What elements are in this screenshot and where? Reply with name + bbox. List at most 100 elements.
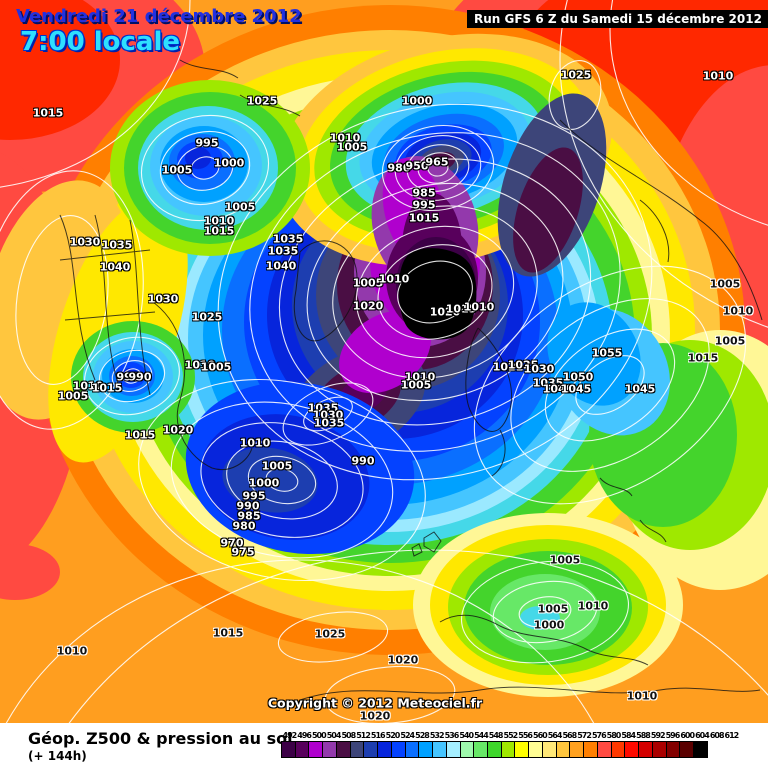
colorbar-value-labels: 492 496 500 504 508 512 516 520 524 528 532 536 540 5… [282,731,740,740]
colorbar-swatch [459,741,475,758]
pressure-label: 1010 [722,304,754,318]
pressure-label: 980 [232,519,256,533]
colorbar-swatch [610,741,626,758]
colorbar-value: 592 [650,731,666,740]
pressure-label: 1000 [213,156,245,170]
colorbar-value: 608 [709,731,725,740]
colorbar-value: 600 [680,731,695,740]
pressure-label: 1025 [507,358,539,372]
run-info-bar: Run GFS 6 Z du Samedi 15 décembre 2012 [467,10,768,28]
colorbar-swatch [335,741,351,758]
colorbar-value: 576 [591,731,607,740]
colorbar-swatch [514,741,530,758]
colorbar-value: 560 [533,731,548,740]
pressure-label: 995 [242,489,266,503]
pressure-label: 985 [237,509,261,523]
pressure-label: 1000 [401,94,433,108]
colorbar-value: 580 [606,731,622,740]
colorbar-value: 564 [547,731,563,740]
pressure-label: 1010 [72,379,104,393]
pressure-label: 1035 [267,244,299,258]
legend-title: Géop. Z500 & pression au sol [28,729,293,748]
pressure-label: 1010 [378,272,410,286]
pressure-label: 1015 [445,302,477,316]
pressure-label: 1005 [352,276,384,290]
colorbar-swatch [651,741,667,758]
map-svg [0,0,768,723]
colorbar-value: 596 [665,731,681,740]
pressure-label: 1005 [161,163,193,177]
colorbar-swatch [693,741,708,758]
fill-layers [0,0,768,723]
colorbar-swatch [569,741,585,758]
pressure-label: 1015 [687,351,719,365]
legend-strip: Géop. Z500 & pression au sol (+ 144h) 49… [0,723,768,768]
colorbar-swatch [679,741,695,758]
pressure-label: 1005 [200,360,232,374]
geopotential-colorbar: 492 496 500 504 508 512 516 520 524 528 532 536 540 5… [281,731,740,758]
copyright-text: Copyright © 2012 Meteociel.fr [267,695,483,711]
colorbar-swatch [308,741,324,758]
colorbar-value: 548 [488,731,504,740]
colorbar-swatch [555,741,571,758]
pressure-label: 1045 [560,382,592,396]
pressure-label: 1030 [312,408,344,422]
pressure-label: 990 [351,454,375,468]
colorbar-value: 516 [370,731,386,740]
colorbar-swatch [390,741,406,758]
pressure-label: 1005 [709,277,741,291]
pressure-label: 1005 [400,378,432,392]
pressure-label: 1020 [429,305,461,319]
pressure-label: 1020 [387,653,419,667]
colorbar-value: 584 [621,731,636,740]
pressure-label: 975 [231,545,255,559]
pressure-label: 1010 [184,358,216,372]
pressure-label: 1025 [246,94,278,108]
pressure-label: 970 [220,536,244,550]
pressure-label: 1055 [591,346,623,360]
colorbar-swatch [624,741,640,758]
pressure-label: 1035 [307,401,339,415]
pressure-label: 1045 [624,382,656,396]
pressure-label: 1015 [91,381,123,395]
pressure-label: 1015 [212,626,244,640]
pressure-label: 1010 [239,436,271,450]
colorbar-swatch [487,741,502,758]
colorbar-swatch [363,741,379,758]
pressure-label: 995 [195,136,219,150]
colorbar-value: 532 [429,731,445,740]
pressure-label: 1005 [714,334,746,348]
colorbar-swatch [322,741,337,758]
pressure-label: 1020 [352,299,384,313]
pressure-label: 1010 [626,689,658,703]
colorbar-value: 572 [577,731,592,740]
colorbar-value: 588 [636,731,651,740]
colorbar-value: 544 [474,731,489,740]
colorbar-value: 528 [415,731,430,740]
pressure-label: 1010 [577,599,609,613]
pressure-label: 1035 [272,232,304,246]
pressure-label: 1005 [549,553,581,567]
colorbar-value: 504 [326,731,342,740]
pressure-label: 1000 [248,476,280,490]
pressure-label: 985 [412,186,436,200]
map-canvas: Vendredi 21 décembre 2012 7:00 locale Ru… [0,0,768,723]
pressure-label: 1050 [562,370,594,384]
pressure-label: 1040 [99,260,131,274]
colorbar-swatches [281,741,740,758]
forecast-hour-label: (+ 144h) [28,749,87,763]
pressure-label: 1035 [101,238,133,252]
colorbar-swatch [638,741,653,758]
pressure-label: 1010 [463,300,495,314]
pressure-label: 1000 [533,618,565,632]
colorbar-swatch [445,741,461,758]
pressure-label: 1030 [69,235,101,249]
pressure-label: 1040 [265,259,297,273]
pressure-label: 1015 [408,211,440,225]
pressure-label: 1020 [359,709,391,723]
pressure-label: 1030 [523,362,555,376]
pressure-label: 990 [128,370,152,384]
colorbar-swatch [432,741,447,758]
pressure-label: 965 [425,155,449,169]
